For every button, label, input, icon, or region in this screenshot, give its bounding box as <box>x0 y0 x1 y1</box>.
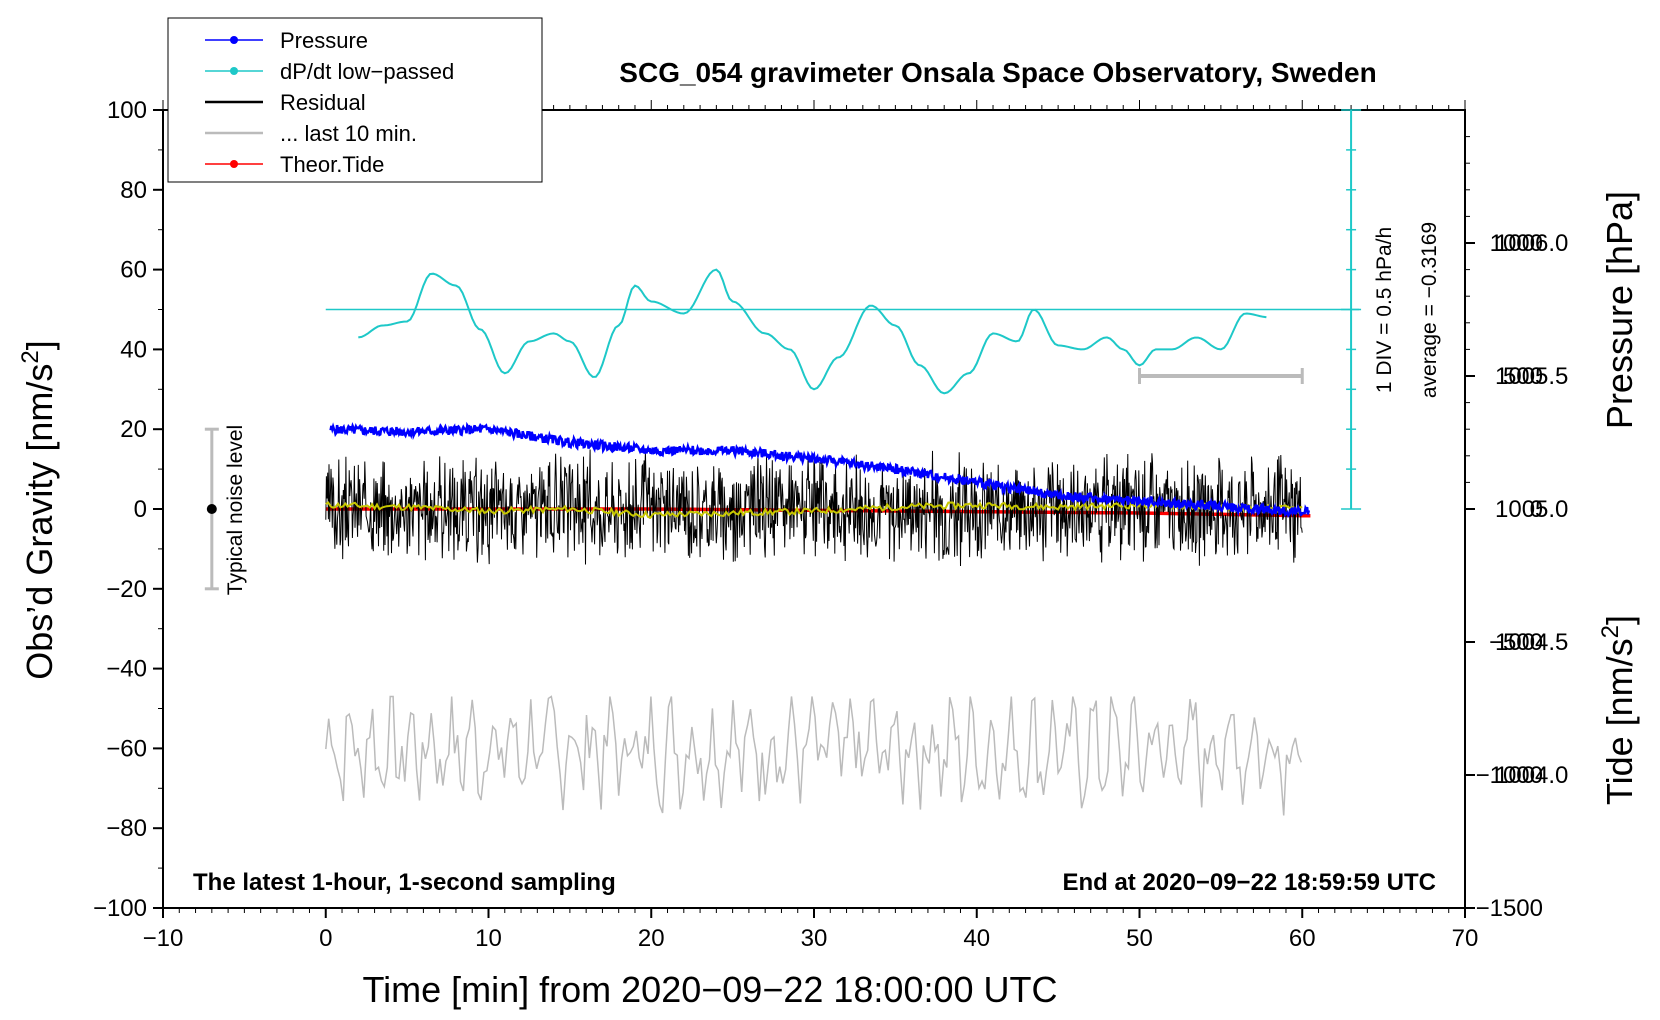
series-last-10-min <box>325 695 1302 816</box>
pressure-tick-label: 1005.0 <box>1495 496 1568 523</box>
legend-label: Residual <box>280 90 366 115</box>
pressure-tick-label: 1004.5 <box>1495 629 1568 656</box>
y-tick-label: 20 <box>120 416 147 443</box>
y-tick-label: −20 <box>106 576 147 603</box>
dpdt-scale-axis <box>325 109 1362 510</box>
series-dpdt <box>358 268 1267 395</box>
tide-tick-label: −500 <box>1489 629 1543 656</box>
note-right: End at 2020−09−22 18:59:59 UTC <box>1062 869 1436 896</box>
tide-tick-label: −1000 <box>1476 762 1543 789</box>
y-tick-label: 40 <box>120 336 147 363</box>
series-residual-smoothed <box>325 500 1303 519</box>
pressure-tick-label: 1006.0 <box>1495 230 1568 257</box>
y-tick-label: −40 <box>106 656 147 683</box>
x-tick-label: 70 <box>1452 925 1479 952</box>
legend: Pressure dP/dt low−passed Residual ... last… <box>167 17 543 183</box>
y-tick-label: 0 <box>134 496 147 523</box>
tide-axis-ticks: −1500 −1000 −500 0 500 1000 <box>1465 230 1543 922</box>
x-tick-label: 30 <box>801 925 828 952</box>
legend-marker <box>230 36 238 44</box>
y-axis-title-left: Obs’d Gravity [nm/s2] <box>17 340 60 679</box>
y-tick-label: 100 <box>107 97 147 124</box>
x-tick-label: 20 <box>638 925 665 952</box>
note-left: The latest 1-hour, 1-second sampling <box>193 869 616 896</box>
x-axis-ticks: −10 0 10 20 30 40 50 60 70 <box>143 908 1479 952</box>
legend-label: Theor.Tide <box>280 152 384 177</box>
y-axis-title-pressure: Pressure [hPa] <box>1599 191 1640 429</box>
x-tick-label: 0 <box>319 925 332 952</box>
legend-marker <box>230 160 238 168</box>
tide-tick-label: 1000 <box>1490 230 1543 257</box>
x-tick-label: −10 <box>143 925 184 952</box>
y-tick-label: −100 <box>93 895 147 922</box>
y-tick-label: 80 <box>120 177 147 204</box>
legend-marker <box>230 67 238 75</box>
x-tick-label: 60 <box>1289 925 1316 952</box>
y-axis-ticks: −100 −80 −60 −40 −20 0 20 40 60 80 100 <box>93 97 163 922</box>
tide-tick-label: 500 <box>1503 363 1543 390</box>
y-tick-label: −80 <box>106 815 147 842</box>
y-axis-title-tide: Tide [nm/s2] <box>1597 615 1640 805</box>
pressure-tick-label: 1004.0 <box>1495 762 1568 789</box>
x-tick-label: 40 <box>963 925 990 952</box>
dpdt-scale-label: 1 DIV = 0.5 hPa/h <box>1373 227 1396 393</box>
y-tick-label: 60 <box>120 257 147 284</box>
noise-level-dot <box>206 504 217 514</box>
legend-box <box>167 17 543 183</box>
pressure-tick-label: 1005.5 <box>1495 363 1568 390</box>
x-tick-label: 10 <box>475 925 502 952</box>
series-layer <box>325 268 1311 816</box>
legend-label: Pressure <box>280 28 368 53</box>
tide-tick-label: 0 <box>1530 496 1543 523</box>
series-pressure <box>329 421 1311 519</box>
legend-label: dP/dt low−passed <box>280 59 454 84</box>
noise-level-label: Typical noise level <box>224 425 247 595</box>
x-axis-title: Time [min] from 2020−09−22 18:00:00 UTC <box>362 969 1057 1010</box>
dpdt-average-label: average = −0.3169 <box>1418 222 1441 398</box>
noise-level-marker <box>204 427 219 591</box>
x-tick-label: 50 <box>1126 925 1153 952</box>
y-tick-label: −60 <box>106 735 147 762</box>
legend-label: ... last 10 min. <box>280 121 417 146</box>
chart-title: SCG_054 gravimeter Onsala Space Observat… <box>619 57 1376 88</box>
tide-tick-label: −1500 <box>1476 895 1543 922</box>
